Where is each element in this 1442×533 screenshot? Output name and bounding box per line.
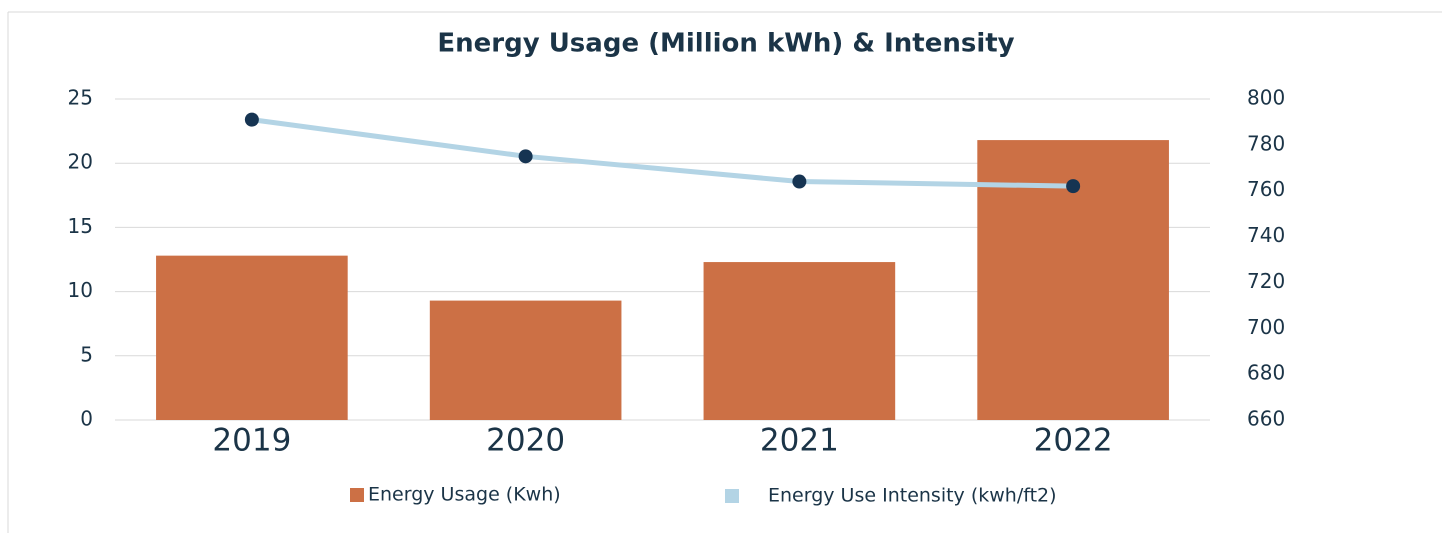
- legend-label: Energy Usage (Kwh): [368, 484, 561, 506]
- bar: [703, 262, 896, 420]
- x-tick-label: 2021: [760, 423, 839, 459]
- y-tick-label: 0: [80, 407, 93, 431]
- y2-tick-label: 760: [1247, 177, 1285, 201]
- x-tick-label: 2019: [212, 423, 291, 459]
- y-tick-label: 10: [68, 278, 93, 302]
- line-marker: [792, 174, 807, 189]
- legend-label: Energy Use Intensity (kwh/ft2): [768, 485, 1057, 507]
- y-tick-label: 20: [68, 150, 93, 174]
- y-tick-label: 5: [80, 342, 93, 366]
- y-tick-label: 25: [68, 86, 93, 110]
- y2-tick-label: 680: [1247, 361, 1285, 385]
- y2-tick-label: 780: [1247, 131, 1285, 155]
- legend-swatch: [350, 488, 364, 502]
- x-tick-label: 2020: [486, 423, 565, 459]
- bar: [429, 300, 622, 420]
- y-tick-label: 15: [68, 214, 93, 238]
- y2-tick-label: 700: [1247, 315, 1285, 339]
- legend-swatch: [725, 489, 739, 503]
- chart-title: Energy Usage (Million kWh) & Intensity: [437, 29, 1014, 59]
- line: [251, 117, 1074, 189]
- y2-tick-label: 660: [1247, 407, 1285, 431]
- x-tick-label: 2022: [1034, 423, 1113, 459]
- y2-tick-label: 800: [1247, 86, 1285, 110]
- line-marker: [1066, 179, 1081, 194]
- line-marker: [244, 112, 259, 127]
- bar: [156, 255, 348, 420]
- line-marker: [518, 149, 533, 164]
- y2-tick-label: 740: [1247, 223, 1285, 247]
- y2-tick-label: 720: [1247, 269, 1285, 293]
